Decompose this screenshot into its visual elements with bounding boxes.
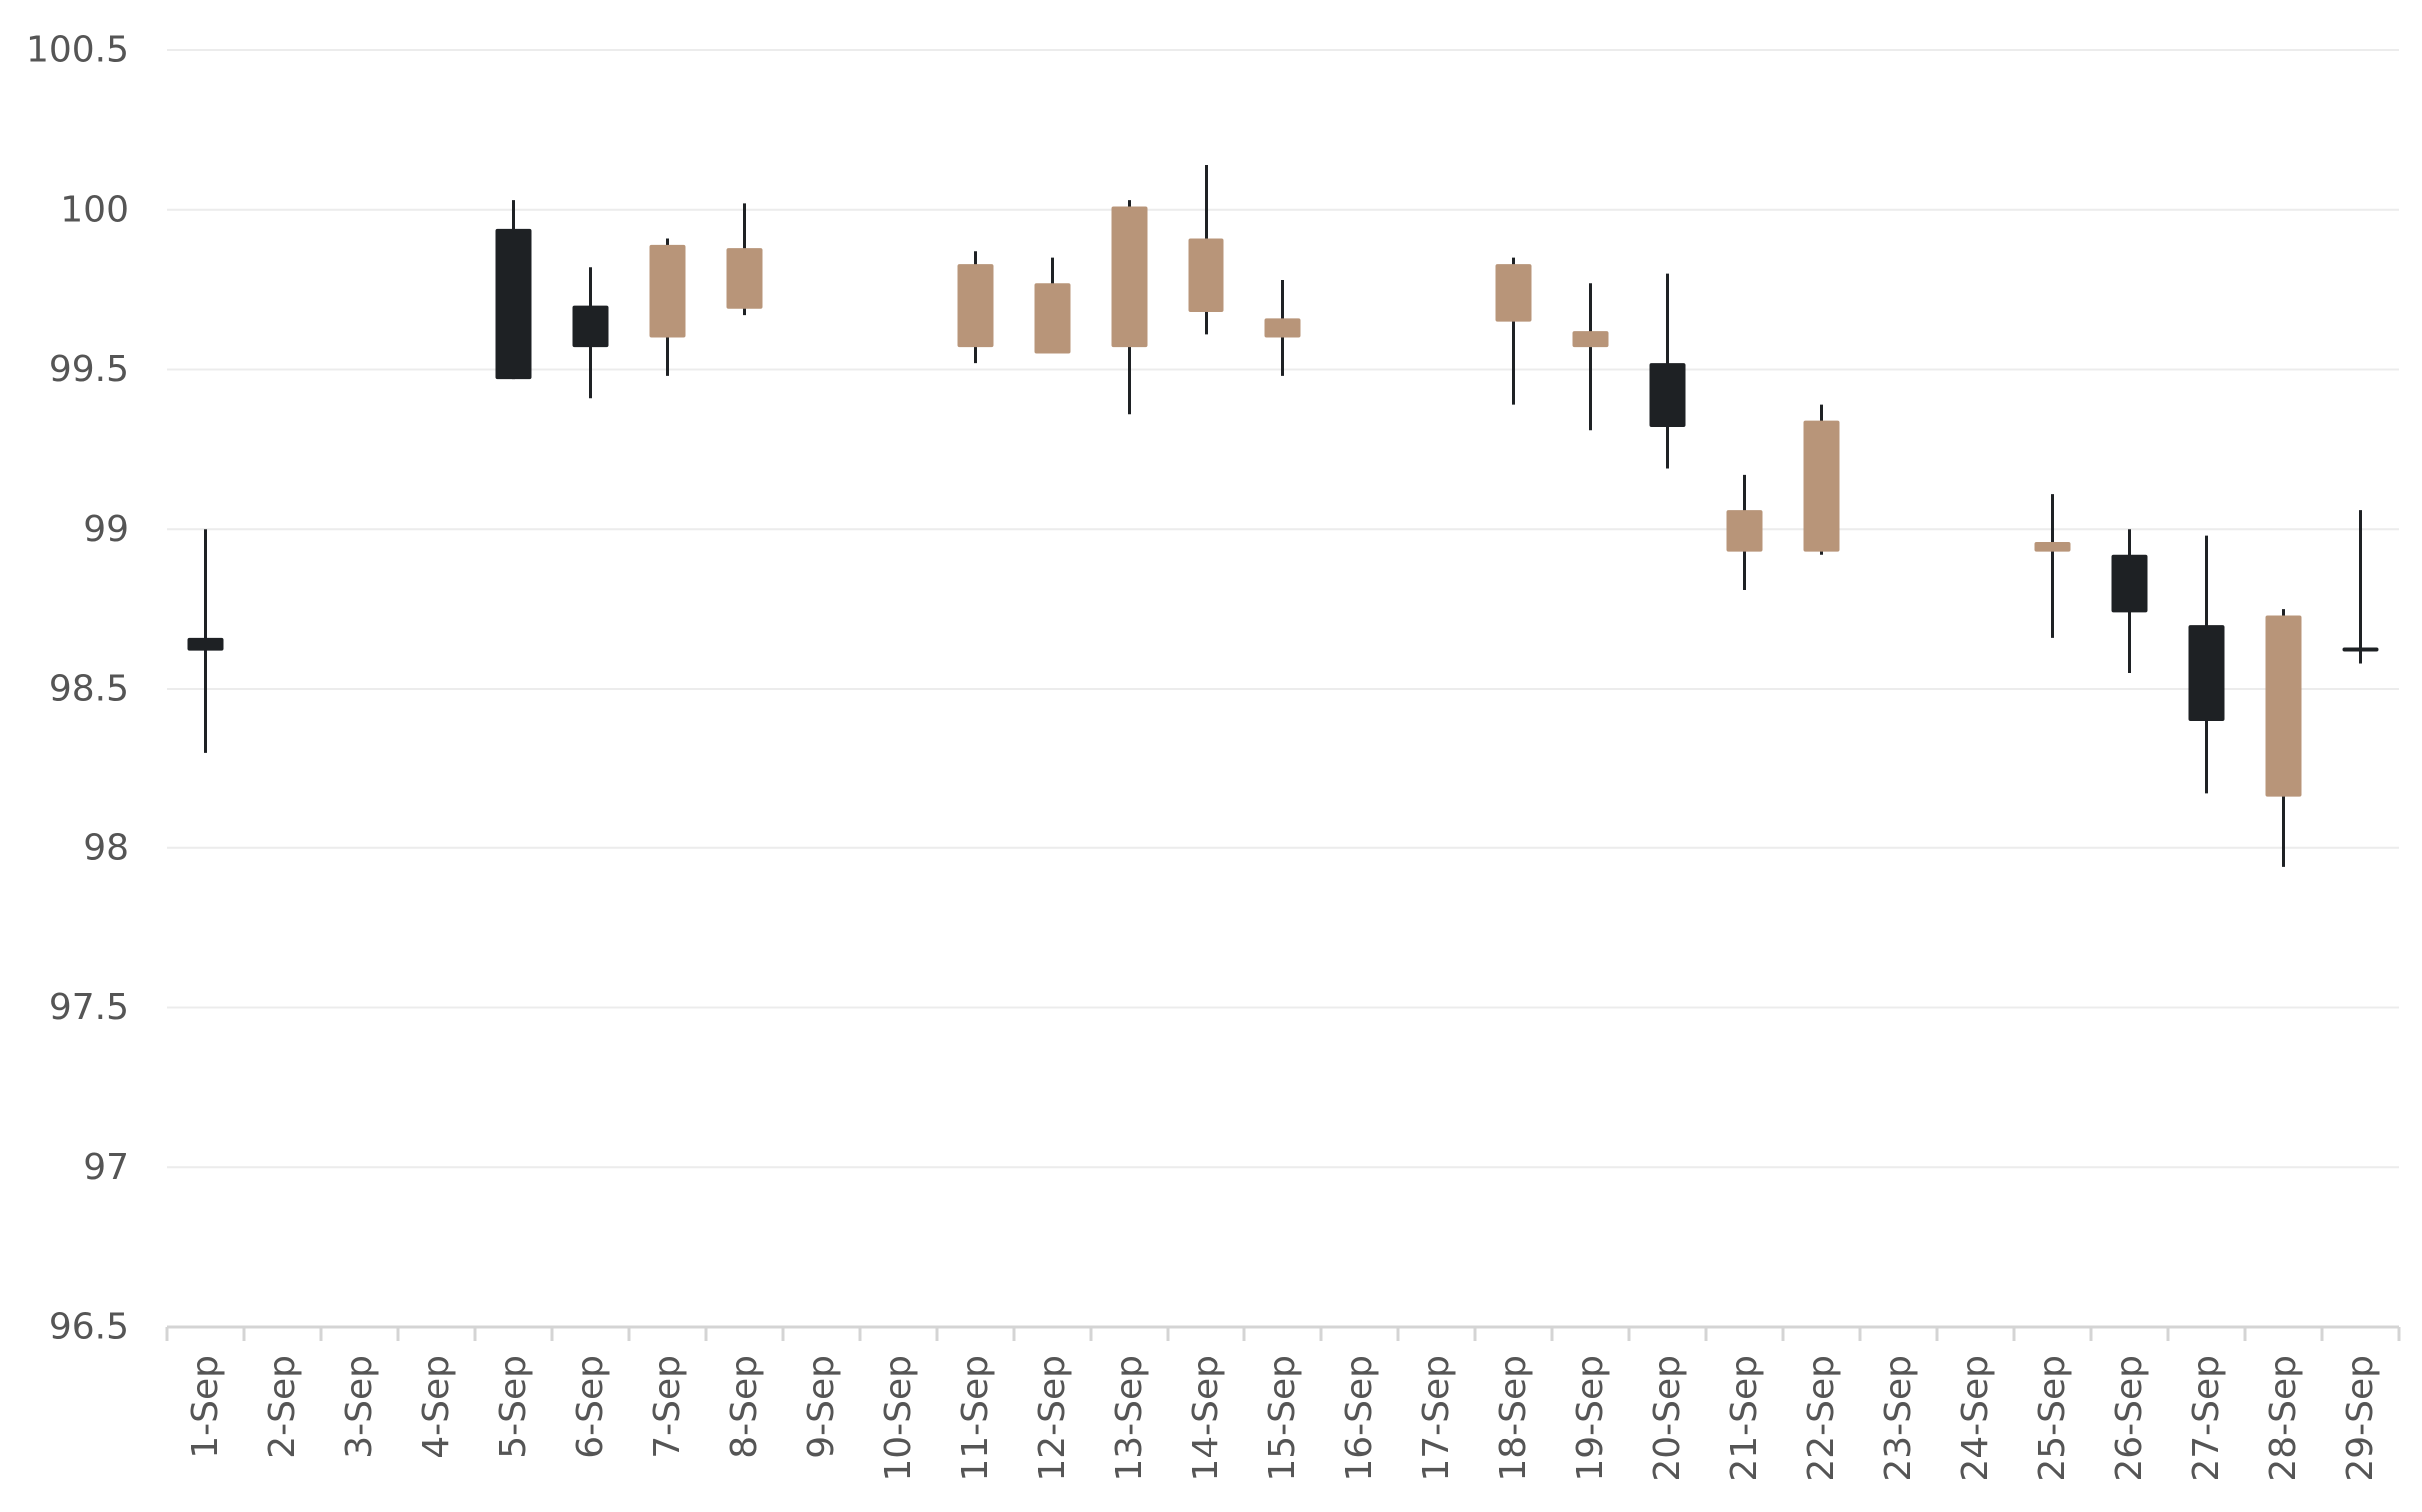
candle-body [2342, 647, 2379, 652]
x-tick-label: 28-Sep [2263, 1355, 2304, 1482]
candle-body [187, 637, 224, 651]
x-tick-label: 21-Sep [1724, 1355, 1765, 1482]
x-tick-label: 8-Sep [724, 1355, 765, 1459]
y-tick-label: 98.5 [49, 669, 129, 710]
x-tick-label: 11-Sep [955, 1355, 996, 1482]
y-tick-label: 99.5 [49, 349, 129, 390]
x-tick-label: 29-Sep [2340, 1355, 2381, 1482]
x-tick-label: 19-Sep [1570, 1355, 1611, 1482]
candle-13-Sep [1111, 200, 1148, 415]
candle-body [495, 228, 532, 380]
x-tick-label: 3-Sep [339, 1355, 380, 1459]
y-tick-label: 100 [60, 189, 129, 230]
candle-21-Sep [1726, 474, 1763, 590]
candle-body [957, 264, 994, 348]
x-tick-label: 25-Sep [2032, 1355, 2073, 1482]
y-tick-label: 97.5 [49, 987, 129, 1028]
y-tick-label: 98 [83, 827, 129, 868]
candle-body [1264, 318, 1301, 338]
candle-27-Sep [2188, 535, 2225, 794]
x-tick-label: 9-Sep [801, 1355, 842, 1459]
x-axis [165, 1325, 2401, 1341]
candle-body [1188, 238, 1224, 312]
candle-18-Sep [1495, 257, 1532, 405]
candle-29-Sep [2342, 510, 2379, 664]
x-tick-label: 1-Sep [185, 1355, 226, 1459]
candle-15-Sep [1264, 280, 1301, 376]
x-tick-label: 23-Sep [1878, 1355, 1919, 1482]
candle-1-Sep [187, 529, 224, 753]
candles [187, 165, 2379, 867]
candle-6-Sep [572, 267, 609, 399]
candle-body [2188, 625, 2225, 721]
y-tick-label: 99 [83, 509, 129, 550]
x-tick-label: 13-Sep [1109, 1355, 1150, 1482]
x-tick-label: 26-Sep [2109, 1355, 2150, 1482]
x-tick-label: 24-Sep [1955, 1355, 1996, 1482]
x-tick-label: 22-Sep [1801, 1355, 1842, 1482]
candle-12-Sep [1034, 257, 1071, 354]
x-tick-label: 27-Sep [2186, 1355, 2227, 1482]
candle-body [1649, 363, 1686, 428]
candle-26-Sep [2111, 529, 2148, 674]
candle-11-Sep [957, 251, 994, 364]
x-tick-label: 17-Sep [1416, 1355, 1457, 1482]
x-tick-label: 10-Sep [878, 1355, 919, 1482]
x-tick-label: 20-Sep [1647, 1355, 1688, 1482]
x-tick-label: 6-Sep [570, 1355, 611, 1459]
candle-8-Sep [726, 203, 763, 316]
gridlines [167, 49, 2399, 1169]
x-tick-label: 18-Sep [1493, 1355, 1534, 1482]
x-axis-tick-labels: 1-Sep 2-Sep 3-Sep 4-Sep 5-Sep 6-Sep 7-Sep 8-Sep… [185, 1355, 2381, 1482]
candle-28-Sep [2265, 609, 2302, 867]
y-tick-label: 97 [83, 1147, 129, 1188]
candle-5-Sep [495, 200, 532, 380]
x-tick-label: 4-Sep [416, 1355, 457, 1459]
candle-body [1726, 510, 1763, 552]
candle-body [1034, 283, 1071, 354]
candle-body [2111, 554, 2148, 613]
x-tick-label: 12-Sep [1032, 1355, 1073, 1482]
candle-25-Sep [2034, 494, 2071, 638]
candle-20-Sep [1649, 273, 1686, 469]
candle-22-Sep [1803, 404, 1840, 555]
x-tick-label: 7-Sep [647, 1355, 688, 1459]
x-tick-label: 5-Sep [493, 1355, 534, 1459]
x-tick-label: 16-Sep [1339, 1355, 1380, 1482]
candle-body [2265, 615, 2302, 797]
candle-body [1495, 264, 1532, 322]
candle-body [2034, 542, 2071, 552]
candle-body [1111, 206, 1148, 348]
x-tick-label: 14-Sep [1186, 1355, 1226, 1482]
y-tick-label: 96.5 [49, 1307, 129, 1348]
candle-19-Sep [1572, 283, 1609, 431]
candle-body [649, 244, 686, 338]
x-tick-label: 15-Sep [1262, 1355, 1303, 1482]
candle-14-Sep [1188, 165, 1224, 335]
candle-7-Sep [649, 238, 686, 376]
candle-body [726, 248, 763, 309]
x-tick-label: 2-Sep [262, 1355, 303, 1459]
candle-body [1803, 420, 1840, 552]
candle-body [572, 305, 609, 348]
candle-body [1572, 331, 1609, 348]
y-axis-tick-labels: 96.5 97 97.5 98 98.5 99 99.5 100 100.5 [26, 30, 129, 1348]
y-tick-label: 100.5 [26, 30, 129, 71]
